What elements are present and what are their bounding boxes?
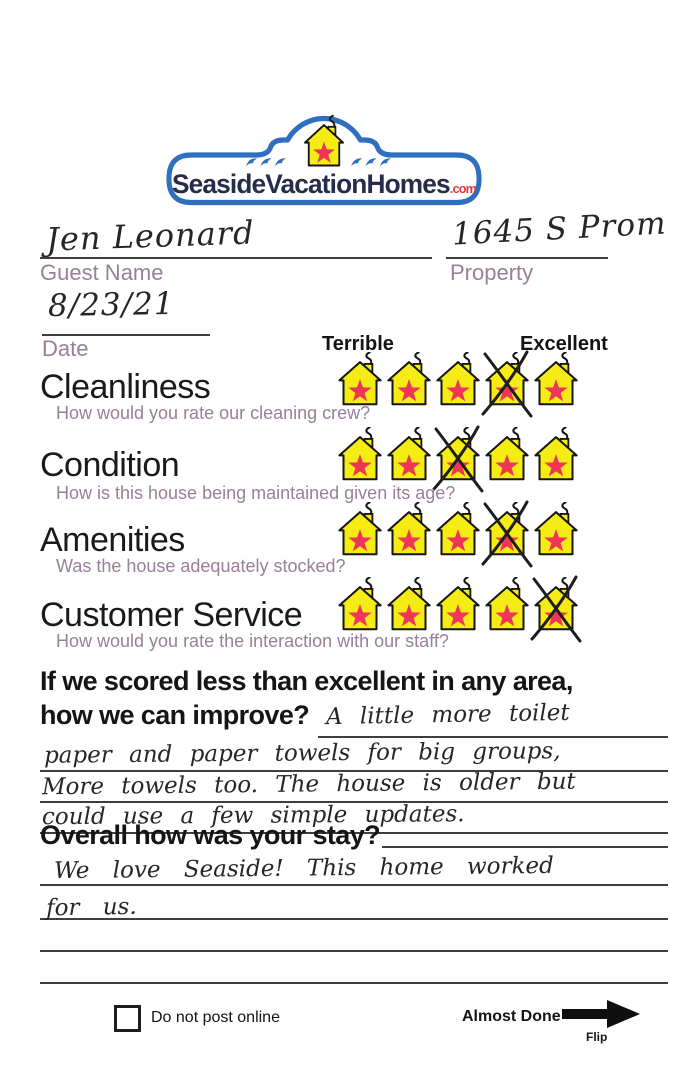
improve-answer-line-4-area[interactable]: could use a few simple updates. bbox=[40, 801, 668, 834]
rating-houses-cleanliness bbox=[338, 350, 578, 418]
rating-house-icon[interactable] bbox=[534, 502, 578, 557]
guest-name-value[interactable]: Jen Leonard bbox=[45, 213, 256, 259]
rating-house-icon[interactable] bbox=[534, 352, 578, 407]
overall-answer-line-1: We love Seaside! This home worked bbox=[53, 852, 554, 885]
rating-house-icon[interactable] bbox=[387, 427, 431, 482]
property-value[interactable]: 1645 S Prom bbox=[451, 205, 668, 253]
seaside-vacation-homes-logo: SeasideVacationHomes.com bbox=[166, 114, 482, 206]
rating-question-customer-service: How would you rate the interaction with … bbox=[56, 631, 449, 651]
rating-house-icon[interactable] bbox=[387, 352, 431, 407]
rating-question-condition: How is this house being maintained given… bbox=[56, 483, 456, 503]
rating-house-icon[interactable] bbox=[481, 500, 533, 568]
improve-answer-line-3: More towels too. The house is older but bbox=[41, 768, 576, 801]
guest-name-label: Guest Name bbox=[40, 260, 164, 285]
improve-prompt-line1: If we scored less than excellent in any … bbox=[40, 666, 573, 696]
blank-answer-line-2[interactable] bbox=[40, 982, 668, 984]
rating-house-icon[interactable] bbox=[485, 427, 529, 482]
scale-excellent-label: Excellent bbox=[520, 333, 608, 355]
rating-houses-customer-service bbox=[338, 575, 582, 643]
rating-house-icon[interactable] bbox=[436, 352, 480, 407]
rating-house-icon[interactable] bbox=[432, 425, 484, 493]
property-label: Property bbox=[450, 260, 534, 285]
date-line bbox=[42, 334, 210, 336]
improve-answer-line-2-area[interactable]: paper and paper towels for big groups, bbox=[40, 738, 668, 772]
overall-answer-line-2-area[interactable]: for us. bbox=[40, 886, 668, 921]
rating-house-icon[interactable] bbox=[436, 577, 480, 632]
rating-label-cleanliness: Cleanliness bbox=[40, 368, 211, 406]
rating-question-cleanliness: How would you rate our cleaning crew? bbox=[56, 403, 371, 423]
rating-house-icon[interactable] bbox=[338, 577, 382, 632]
rating-label-condition: Condition bbox=[40, 446, 180, 484]
rating-house-icon[interactable] bbox=[387, 502, 431, 557]
rating-question-amenities: Was the house adequately stocked? bbox=[56, 556, 346, 576]
rating-house-icon[interactable] bbox=[338, 502, 382, 557]
logo-brand-text: SeasideVacationHomes.com bbox=[172, 168, 476, 199]
rating-house-icon[interactable] bbox=[387, 577, 431, 632]
rating-houses-condition bbox=[338, 425, 578, 493]
overall-answer-line-1-area[interactable]: We love Seaside! This home worked bbox=[40, 851, 668, 886]
rating-house-icon[interactable] bbox=[436, 502, 480, 557]
improve-answer-line-3-area[interactable]: More towels too. The house is older but bbox=[40, 768, 668, 803]
improve-answer-rule-1 bbox=[318, 736, 668, 738]
blank-answer-line-1[interactable] bbox=[40, 950, 668, 952]
improve-answer-line-1[interactable]: A little more toilet bbox=[325, 699, 570, 731]
do-not-post-checkbox[interactable] bbox=[114, 1005, 141, 1032]
overall-prompt: Overall how was your stay? bbox=[40, 820, 381, 850]
rating-label-customer-service: Customer Service bbox=[40, 596, 303, 634]
rating-house-icon[interactable] bbox=[485, 577, 529, 632]
rating-house-icon[interactable] bbox=[481, 350, 533, 418]
rating-houses-amenities bbox=[338, 500, 578, 568]
improve-answer-line-2: paper and paper towels for big groups, bbox=[43, 738, 561, 769]
rating-house-icon[interactable] bbox=[338, 352, 382, 407]
scale-terrible-label: Terrible bbox=[322, 333, 394, 355]
rating-house-icon[interactable] bbox=[530, 575, 582, 643]
rating-house-icon[interactable] bbox=[534, 427, 578, 482]
flip-arrow-icon bbox=[562, 1000, 640, 1028]
property-line bbox=[446, 257, 608, 259]
date-value[interactable]: 8/23/21 bbox=[47, 285, 175, 325]
rating-house-icon[interactable] bbox=[338, 427, 382, 482]
guest-name-line bbox=[40, 257, 432, 259]
overall-prompt-rule bbox=[382, 846, 668, 848]
almost-done-label: Almost Done bbox=[462, 1008, 561, 1025]
rating-label-amenities: Amenities bbox=[40, 521, 185, 559]
flip-label: Flip bbox=[586, 1030, 608, 1044]
overall-answer-line-2: for us. bbox=[45, 893, 137, 922]
do-not-post-label: Do not post online bbox=[151, 1009, 280, 1026]
improve-prompt-line2: how we can improve? bbox=[40, 700, 310, 730]
date-label: Date bbox=[42, 336, 89, 361]
